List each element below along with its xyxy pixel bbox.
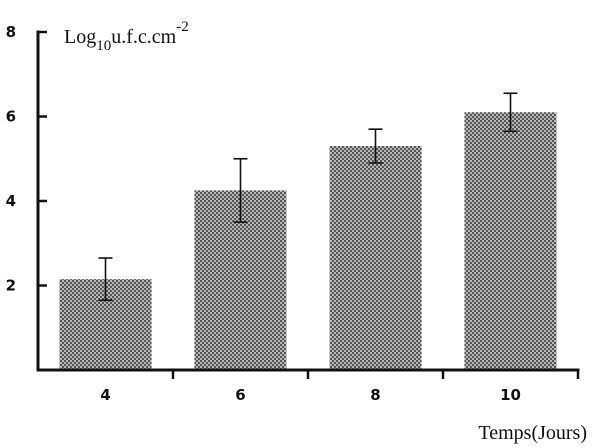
- x-axis-label: Temps(Jours): [478, 422, 587, 444]
- y-tick-label: 2: [6, 277, 16, 295]
- y-tick-label: 6: [6, 108, 16, 126]
- x-ticks: 4 6 8 10: [100, 370, 580, 404]
- x-tick-label: 6: [235, 386, 245, 404]
- x-tick-label: 10: [500, 386, 521, 404]
- error-bars: [98, 92, 518, 302]
- x-tick-label: 8: [370, 386, 380, 404]
- y-ticks: 2 4 6 8: [6, 23, 47, 295]
- bar: [329, 146, 422, 370]
- x-tick-label: 4: [100, 386, 110, 404]
- y-tick-label: 8: [6, 23, 16, 41]
- bar: [464, 112, 557, 371]
- y-axis-label: Log10u.f.c.cm-2: [64, 19, 189, 54]
- bars: [59, 112, 557, 371]
- y-tick-label: 4: [6, 192, 16, 210]
